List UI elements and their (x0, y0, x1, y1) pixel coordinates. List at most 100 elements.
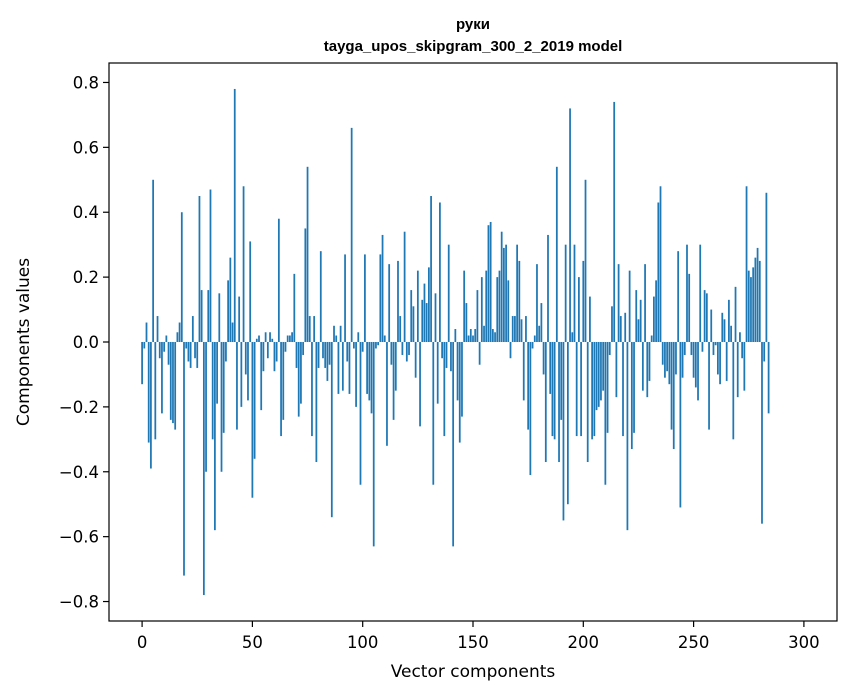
bar-54 (260, 342, 263, 411)
bar-243 (677, 251, 680, 342)
bar-29 (205, 342, 207, 472)
bar-199 (580, 342, 582, 437)
bar-39 (227, 280, 229, 342)
bar-275 (747, 270, 750, 342)
bar-51 (253, 342, 256, 459)
bar-229 (646, 342, 649, 398)
bar-165 (505, 244, 507, 342)
bar-78 (313, 316, 316, 342)
bar-186 (551, 342, 554, 437)
bar-153 (478, 342, 481, 365)
bar-166 (507, 280, 510, 342)
bar-152 (476, 290, 479, 342)
bar-107 (377, 342, 380, 346)
bar-265 (725, 342, 728, 381)
bar-88 (335, 335, 338, 342)
bar-261 (716, 342, 719, 375)
bar-141 (452, 342, 455, 547)
bar-21 (187, 342, 190, 362)
bar-154 (480, 277, 483, 342)
y-tick-label: 0.8 (73, 73, 99, 92)
bar-151 (474, 329, 477, 342)
bar-24 (194, 342, 196, 359)
bar-167 (509, 342, 512, 359)
bar-52 (255, 338, 258, 342)
bar-43 (236, 342, 238, 430)
bar-68 (291, 332, 293, 342)
bar-129 (425, 303, 428, 342)
bar-214 (613, 101, 616, 343)
bar-161 (496, 277, 499, 342)
bar-194 (569, 108, 571, 342)
bar-81 (319, 251, 322, 342)
bar-0 (141, 342, 143, 385)
bar-219 (624, 312, 627, 342)
bar-22 (189, 342, 192, 368)
bar-157 (487, 225, 490, 342)
bar-121 (408, 342, 410, 355)
bar-149 (469, 329, 472, 342)
bar-233 (655, 280, 657, 342)
bar-115 (394, 342, 397, 391)
bar-40 (229, 257, 232, 342)
bar-270 (736, 342, 739, 398)
bar-17 (178, 322, 181, 342)
bar-172 (520, 319, 523, 342)
bar-67 (289, 335, 291, 342)
bar-201 (584, 179, 587, 342)
bar-150 (472, 335, 474, 342)
chart-title-line-2: tayga_upos_skipgram_300_2_2019 model (324, 38, 623, 55)
bar-69 (293, 273, 296, 342)
bar-197 (575, 342, 578, 437)
bar-263 (721, 312, 724, 342)
bar-104 (370, 342, 373, 414)
bar-239 (668, 342, 671, 385)
bar-32 (211, 342, 214, 440)
bar-94 (348, 342, 351, 394)
bar-217 (619, 316, 622, 342)
x-tick-label: 250 (678, 633, 710, 652)
bar-101 (364, 254, 366, 342)
bar-169 (514, 316, 516, 342)
bar-62 (277, 218, 280, 342)
bar-250 (692, 342, 695, 378)
bar-205 (593, 342, 596, 437)
x-tick-label: 0 (137, 633, 148, 652)
bar-125 (416, 270, 419, 342)
bar-278 (754, 257, 757, 342)
bar-232 (653, 296, 655, 342)
bar-175 (527, 342, 530, 430)
bar-18 (180, 212, 183, 342)
bar-159 (491, 329, 494, 342)
bar-11 (165, 335, 168, 342)
bar-117 (399, 316, 402, 342)
bar-5 (152, 179, 154, 342)
bar-224 (635, 290, 638, 342)
bar-28 (202, 342, 205, 596)
bar-251 (694, 342, 697, 388)
bar-284 (767, 342, 770, 414)
bar-245 (681, 342, 684, 378)
bar-20 (185, 342, 188, 349)
bar-12 (167, 342, 170, 365)
bar-267 (730, 325, 732, 342)
bar-135 (439, 202, 441, 342)
bar-227 (641, 342, 644, 391)
bar-252 (697, 342, 699, 401)
bar-274 (745, 186, 748, 342)
bar-241 (672, 342, 675, 450)
bar-249 (690, 342, 693, 355)
bar-138 (445, 342, 448, 368)
bar-84 (326, 342, 329, 381)
bar-132 (432, 342, 435, 485)
x-axis-label: Vector components (391, 662, 556, 682)
y-tick-label: 0.4 (73, 203, 99, 222)
bar-87 (333, 325, 335, 342)
bar-210 (604, 342, 607, 485)
bar-74 (304, 228, 307, 342)
bar-38 (225, 342, 227, 362)
bar-226 (639, 299, 642, 342)
bar-23 (191, 316, 194, 342)
bar-168 (511, 316, 514, 342)
y-axis: 0.8 0.6 0.4 0.2 0.0 −0.2 −0.4 −0.6 −0.8 (59, 73, 109, 612)
